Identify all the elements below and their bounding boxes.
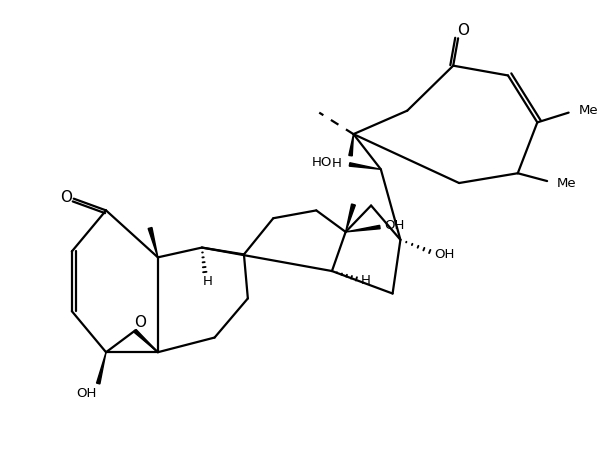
Text: H: H [332,157,342,170]
Polygon shape [349,163,381,170]
Polygon shape [97,352,106,384]
Text: OH: OH [385,218,405,232]
Polygon shape [148,228,158,257]
Text: H: H [361,274,371,287]
Text: H: H [203,275,212,288]
Text: OH: OH [76,387,97,400]
Text: O: O [60,190,72,205]
Text: Me: Me [578,104,598,117]
Polygon shape [349,134,353,156]
Text: OH: OH [434,248,455,261]
Polygon shape [134,329,158,352]
Polygon shape [346,225,380,232]
Text: Me: Me [557,176,577,190]
Text: O: O [457,23,469,38]
Polygon shape [346,204,355,232]
Text: O: O [134,315,146,330]
Text: HO: HO [311,156,332,169]
